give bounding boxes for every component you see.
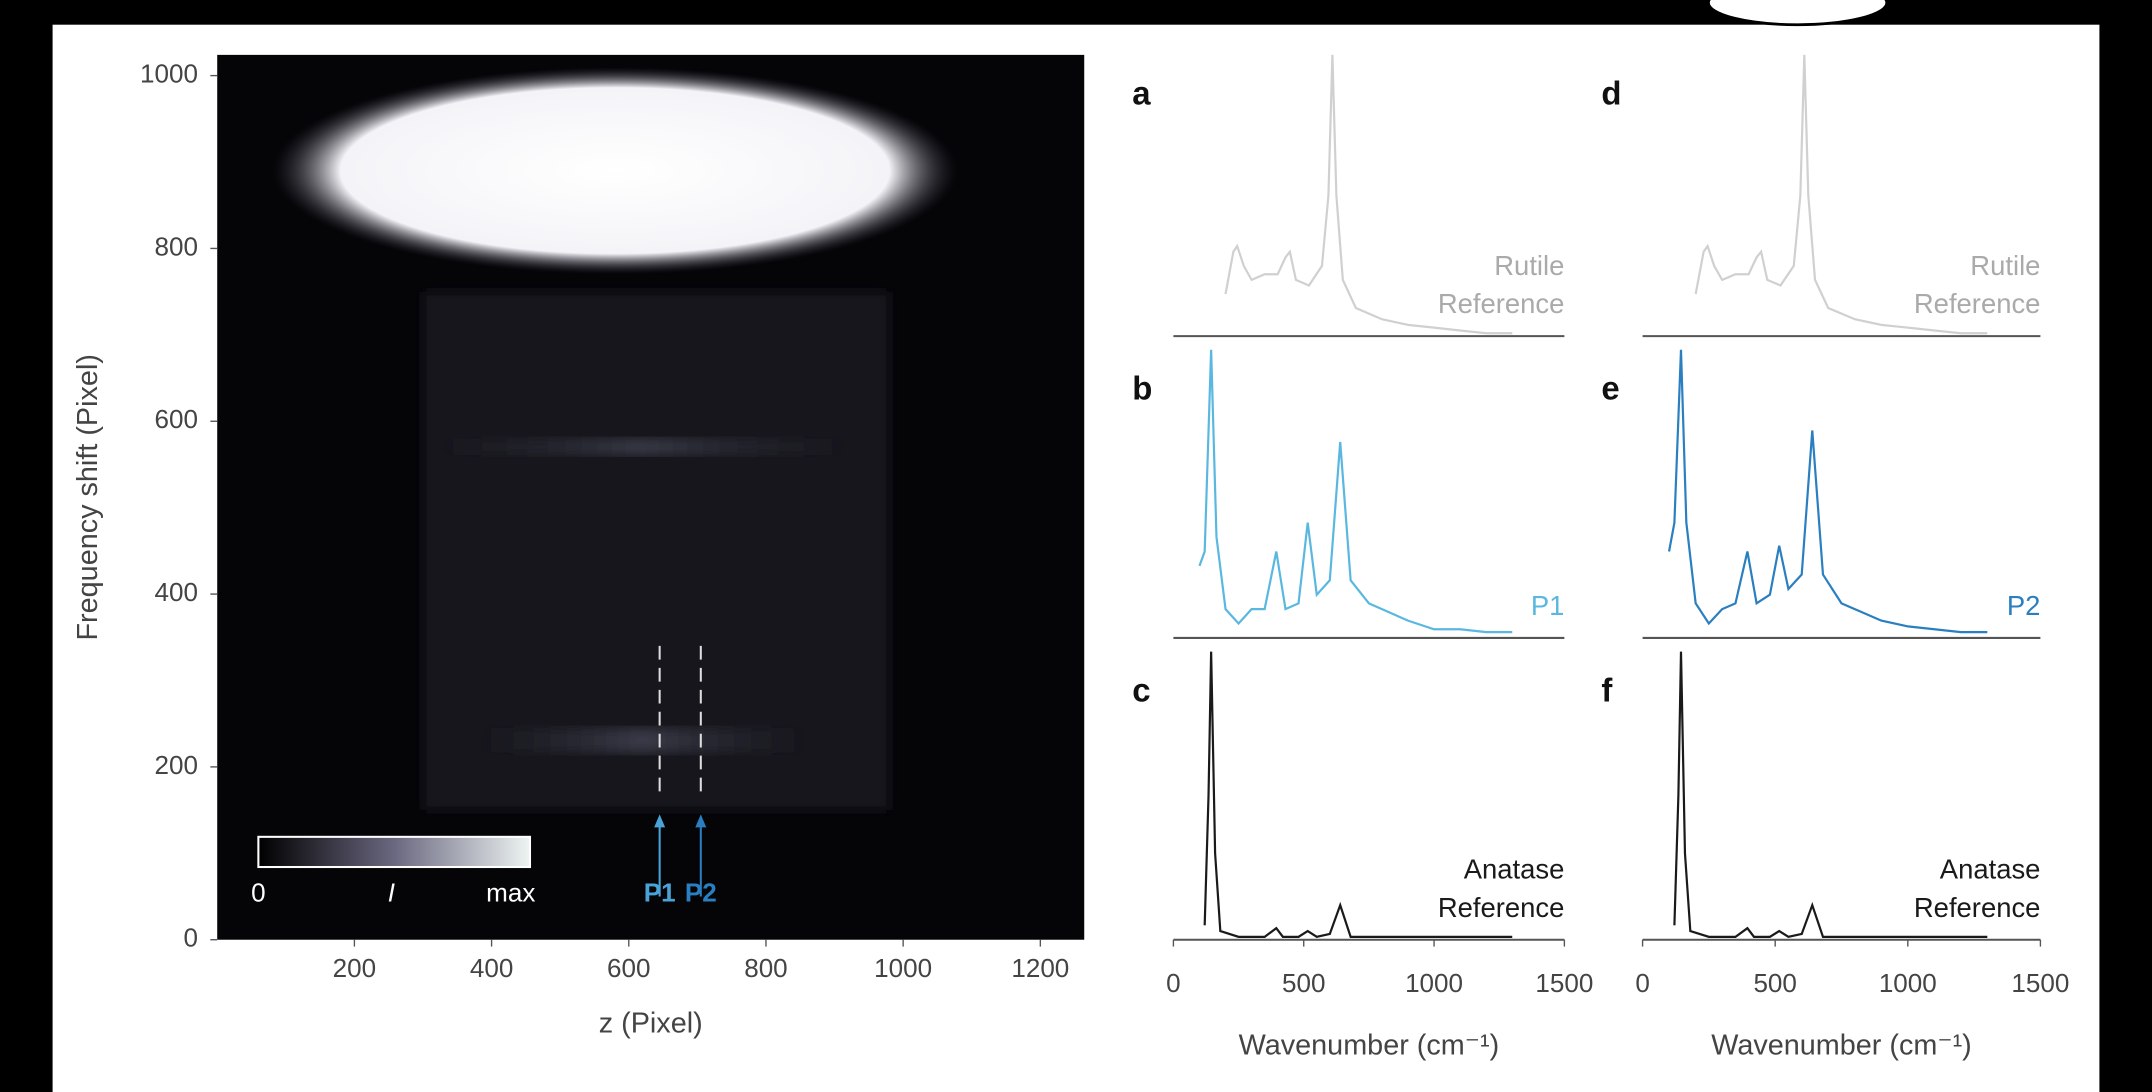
x-axis-label: z (Pixel): [599, 1007, 703, 1039]
marker-label: P1: [644, 877, 676, 907]
y-tick-label: 600: [155, 404, 198, 434]
y-tick-label: 800: [155, 231, 198, 261]
colorbar-label: 0: [251, 877, 265, 907]
annotation: P1: [1531, 590, 1565, 621]
x-tick-label: 1000: [1405, 968, 1463, 998]
colorbar-label: I: [388, 877, 395, 907]
x-tick-label: 600: [607, 953, 650, 983]
x-tick-label: 0: [1635, 968, 1650, 998]
heatmap-band: [477, 728, 808, 753]
marker-arrowhead: [654, 814, 666, 828]
x-tick-label: 500: [1753, 968, 1796, 998]
marker-arrowhead: [695, 814, 707, 828]
annotation: Reference: [1438, 892, 1565, 923]
annotation: Reference: [1914, 892, 2041, 923]
annotation: Anatase: [1940, 853, 2041, 884]
annotation: Rutile: [1970, 250, 2040, 281]
y-tick-label: 1000: [140, 59, 198, 89]
panel-label: e: [1601, 370, 1619, 407]
x-tick-label: 1500: [2011, 968, 2069, 998]
spectrum-line: [1673, 651, 1988, 939]
heatmap-peak: [272, 66, 959, 275]
annotation: Reference: [1438, 288, 1565, 319]
colorbar-label: max: [486, 877, 535, 907]
x-tick-label: 400: [470, 953, 513, 983]
x-tick-label: 500: [1282, 968, 1325, 998]
decoration: [1707, 0, 1889, 27]
panel-label: d: [1601, 75, 1621, 112]
x-tick-label: 800: [744, 953, 787, 983]
x-tick-label: 1000: [1879, 968, 1937, 998]
x-tick-label: 200: [333, 953, 376, 983]
y-axis-label: Frequency shift (Pixel): [72, 354, 104, 640]
colorbar: [257, 835, 532, 869]
heatmap-band: [436, 438, 849, 456]
spectrum-line: [1198, 349, 1513, 634]
heatmap-glow: [422, 291, 890, 811]
spectrum-line: [1694, 54, 1988, 335]
annotation: Rutile: [1494, 250, 1564, 281]
x-tick-label: 1500: [1535, 968, 1593, 998]
spectrum-line: [1203, 651, 1513, 939]
panel-label: a: [1132, 75, 1151, 112]
panel-label: b: [1132, 370, 1152, 407]
x-tick-label: 1200: [1011, 953, 1069, 983]
annotation: Anatase: [1464, 853, 1565, 884]
panel-label: c: [1132, 671, 1150, 708]
x-tick-label: 0: [1166, 968, 1181, 998]
spectrum-line: [1224, 54, 1513, 335]
y-tick-label: 0: [184, 923, 199, 953]
spectrum-line: [1667, 349, 1988, 634]
y-tick-label: 400: [155, 577, 198, 607]
marker-label: P2: [685, 877, 717, 907]
x-axis-label: Wavenumber (cm⁻¹): [1711, 1029, 1972, 1061]
annotation: Reference: [1914, 288, 2041, 319]
x-axis-label: Wavenumber (cm⁻¹): [1239, 1029, 1500, 1061]
panel-label: f: [1601, 671, 1613, 708]
annotation: P2: [2007, 590, 2041, 621]
x-tick-label: 1000: [874, 953, 932, 983]
y-tick-label: 200: [155, 750, 198, 780]
